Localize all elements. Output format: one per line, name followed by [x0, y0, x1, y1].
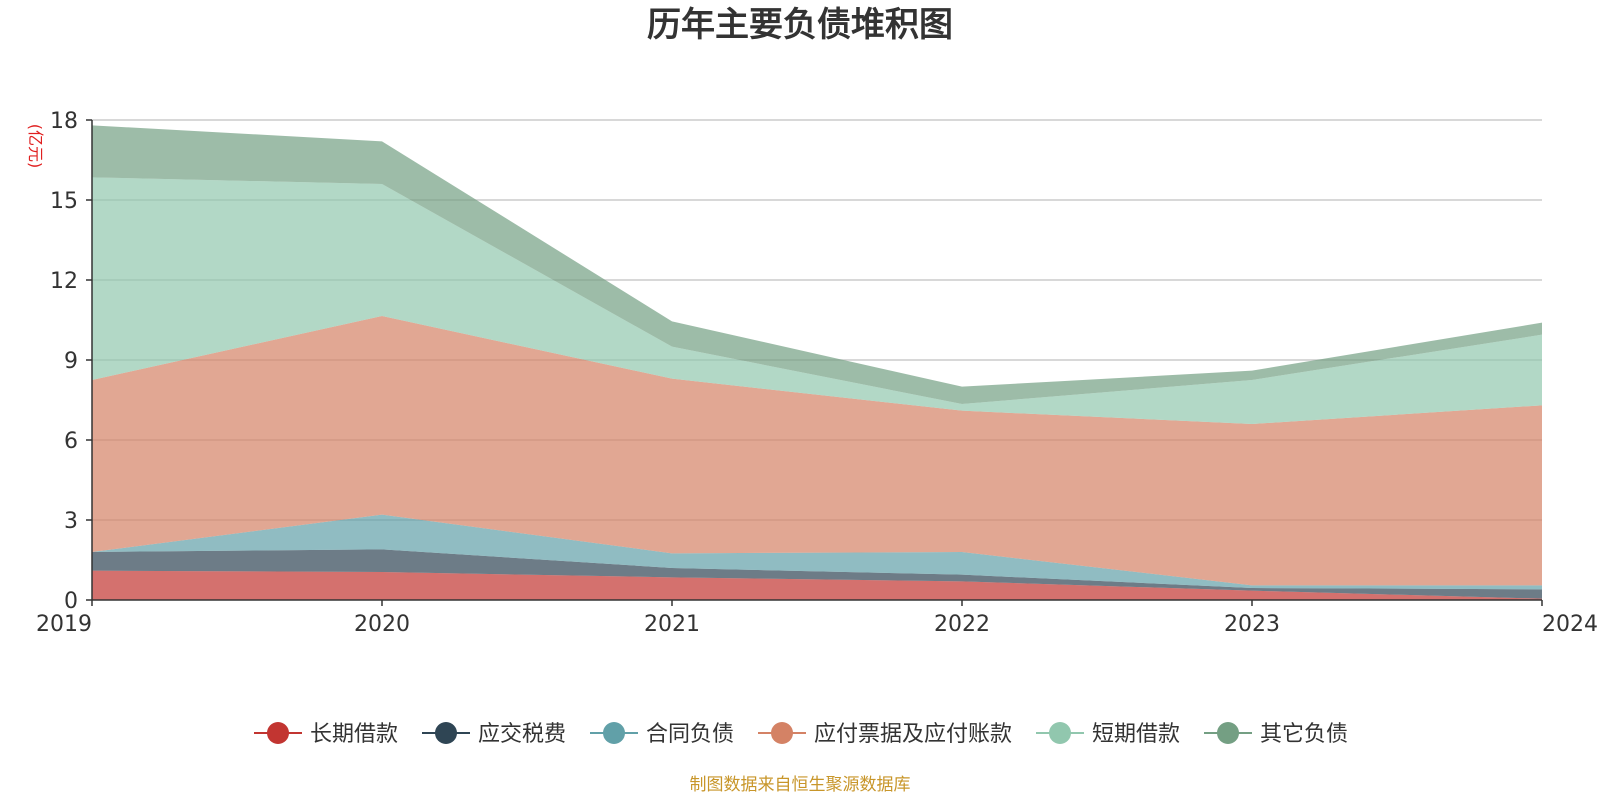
x-tick-label: 2024 [1542, 612, 1598, 637]
x-tick-label: 2020 [354, 612, 410, 637]
axes: 0 3 6 9 12 15 18 2019 2020 2021 2022 2023 2024 [36, 109, 1598, 637]
area-5[interactable] [92, 177, 1542, 424]
area-4[interactable] [92, 316, 1542, 586]
legend-circle-icon [1217, 722, 1239, 744]
legend-label: 短期借款 [1092, 722, 1180, 747]
legend-item-6[interactable]: 其它负债 [1204, 722, 1348, 747]
area-series [92, 125, 1542, 600]
legend-item-3[interactable]: 合同负债 [590, 722, 734, 747]
area-1[interactable] [92, 570, 1542, 600]
legend-item-5[interactable]: 短期借款 [1036, 722, 1180, 747]
legend-circle-icon [267, 722, 289, 744]
y-tick-label: 12 [50, 269, 78, 294]
legend-label: 长期借款 [310, 722, 398, 747]
legend-item-1[interactable]: 长期借款 [254, 722, 398, 747]
legend-item-2[interactable]: 应交税费 [422, 722, 566, 747]
chart-title: 历年主要负债堆积图 [647, 5, 953, 45]
x-tick-label: 2022 [934, 612, 990, 637]
area-3[interactable] [92, 514, 1542, 590]
data-source-note: 制图数据来自恒生聚源数据库 [690, 775, 911, 795]
area-2[interactable] [92, 549, 1542, 599]
y-tick-label: 6 [64, 429, 78, 454]
legend-circle-icon [603, 722, 625, 744]
area-6[interactable] [92, 125, 1542, 404]
x-tick-label: 2023 [1224, 612, 1280, 637]
legend-label: 其它负债 [1260, 722, 1348, 747]
y-tick-label: 0 [64, 589, 78, 614]
y-tick-label: 18 [50, 109, 78, 134]
legend-label: 应交税费 [478, 722, 566, 747]
legend[interactable]: 长期借款 应交税费 合同负债 应付票据及应付账款 短期借款 其它负债 [254, 722, 1348, 747]
legend-label: 应付票据及应付账款 [814, 722, 1012, 747]
y-axis-unit: (亿元) [26, 124, 45, 169]
legend-circle-icon [771, 722, 793, 744]
y-tick-label: 15 [50, 189, 78, 214]
x-tick-label: 2021 [644, 612, 700, 637]
x-tick-label: 2019 [36, 612, 92, 637]
legend-label: 合同负债 [646, 722, 734, 747]
y-tick-label: 9 [64, 349, 78, 374]
y-tick-label: 3 [64, 509, 78, 534]
legend-circle-icon [1049, 722, 1071, 744]
legend-item-4[interactable]: 应付票据及应付账款 [758, 722, 1012, 747]
legend-circle-icon [435, 722, 457, 744]
